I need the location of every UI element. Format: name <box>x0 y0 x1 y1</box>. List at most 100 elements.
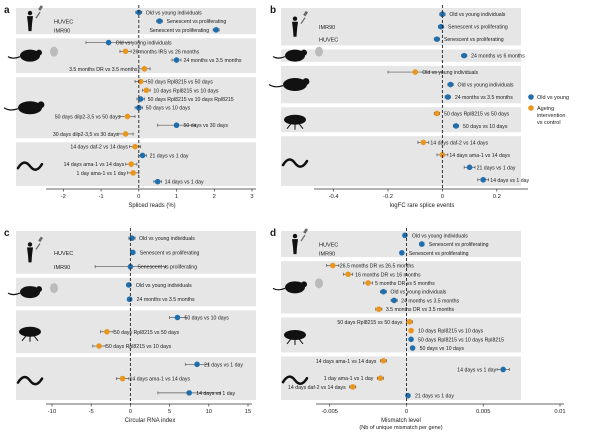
pipette-icon <box>35 236 44 250</box>
data-point <box>154 178 161 185</box>
data-label: 14 days daf-2 vs 14 days <box>430 140 488 146</box>
data-label: Senescent vs proliferating <box>448 25 508 31</box>
pipette-icon <box>35 5 44 19</box>
data-label: Old vs young individuals <box>412 233 468 239</box>
x-tick-label: 10 <box>206 409 212 415</box>
cell-line-label: HUVEC <box>54 251 73 257</box>
data-point <box>406 319 413 325</box>
mouse-head-icon <box>36 49 42 56</box>
rat-tail-icon <box>3 107 19 111</box>
data-label: 26 months IRS vs 26 months <box>133 49 200 55</box>
x-tick-label: -0.2 <box>383 194 393 200</box>
data-label: 50 days vs 10 days <box>420 346 465 352</box>
data-label: 21 days vs 1 day <box>477 165 516 171</box>
data-label: 50 days Rpl8215 vs 50 days <box>337 320 403 326</box>
data-label: 50 days Rpl8215 vs 50 days <box>444 111 510 117</box>
data-point <box>186 390 192 396</box>
human-body-icon <box>292 239 298 255</box>
data-point <box>213 27 219 33</box>
x-tick-label: -0.005 <box>321 409 337 415</box>
pipette-icon <box>300 228 309 242</box>
data-point <box>438 23 444 30</box>
data-point <box>143 87 150 94</box>
data-point <box>128 161 135 167</box>
human-body-icon <box>27 247 33 263</box>
panel-letter: c <box>4 228 10 239</box>
data-point <box>376 306 382 312</box>
data-point <box>445 94 451 100</box>
fly-legs-icon <box>286 123 304 130</box>
data-label: Senescent vs proliferating <box>137 265 197 271</box>
mouse-tail-icon <box>272 287 286 291</box>
x-tick-label: 3 <box>250 194 253 200</box>
data-label: Old vs young individuals <box>458 83 514 89</box>
fly-body-icon <box>284 329 306 340</box>
data-point <box>329 262 336 269</box>
mouse-tail-icon <box>7 292 21 296</box>
data-label: Old vs young individuals <box>136 283 192 289</box>
x-tick-label: 0.01 <box>554 409 565 415</box>
data-label: 14 days ama-1 vs 14 days <box>64 162 125 168</box>
human-head-icon <box>292 233 298 239</box>
data-point <box>439 11 446 18</box>
data-point <box>174 314 181 321</box>
data-point <box>141 65 148 72</box>
data-point <box>137 96 144 102</box>
data-point <box>466 164 473 171</box>
x-tick-label: 15 <box>245 409 251 415</box>
mouse-body-icon <box>285 281 305 294</box>
data-label: 50 days Rpl8215 vs 10 days Rpl8215 <box>148 97 234 103</box>
panel-letter: d <box>270 228 276 239</box>
data-label: 50 days vs 10 days <box>184 316 229 322</box>
data-point <box>124 113 131 120</box>
cell-line-label: IMR90 <box>54 265 70 271</box>
data-label: 14 days vs 1 day <box>196 391 235 397</box>
kidney-icon <box>315 46 323 57</box>
panel-letter: b <box>270 5 276 16</box>
data-point <box>130 170 136 176</box>
group-band <box>281 107 521 133</box>
kidney-icon <box>50 46 58 57</box>
mouse-tail-icon <box>272 56 286 59</box>
data-point <box>453 123 459 129</box>
data-point <box>380 288 387 295</box>
panel-letter: a <box>4 5 10 16</box>
data-label: 50 days dilp2-3,5 vs 50 days <box>55 114 121 120</box>
data-point <box>122 48 129 55</box>
legend-label: intervention <box>537 113 565 119</box>
kidney-icon <box>315 278 323 289</box>
x-tick-label: 0.2 <box>493 194 501 200</box>
fly-legs-icon <box>21 335 39 342</box>
x-tick-label: -1 <box>98 194 103 200</box>
data-point <box>380 357 387 364</box>
data-point <box>127 263 134 270</box>
x-tick-label: 1 <box>175 194 178 200</box>
data-label: 10 days Rpl8215 vs 10 days <box>418 329 484 335</box>
x-tick-label: 5 <box>168 409 171 415</box>
worm-icon <box>281 158 309 168</box>
cell-line-label: HUVEC <box>319 243 338 249</box>
data-label: Senescent vs proliferating <box>429 242 489 248</box>
x-axis-title: Spliced reads (%) <box>128 203 175 209</box>
pipette-icon <box>300 10 309 25</box>
data-label: Old vs young individuals <box>116 41 172 47</box>
rat-body-icon <box>18 101 42 115</box>
x-axis-subtitle: (Nb of unique mismatch per gene) <box>359 425 442 431</box>
worm-icon <box>281 375 309 385</box>
x-tick-label: -5 <box>89 409 94 415</box>
data-label: 14 days ama-1 vs 14 days <box>449 153 510 159</box>
data-label: 14 days ama-1 vs 14 days <box>316 359 377 365</box>
legend-label: Ageing <box>537 106 554 112</box>
data-point <box>132 143 138 150</box>
data-label: 50 days Rpl8215 vs 10 days <box>106 344 172 350</box>
data-point <box>119 375 126 382</box>
kidney-icon <box>50 283 58 294</box>
mouse-tail-icon <box>7 56 21 59</box>
rat-head-icon <box>37 101 45 109</box>
data-label: 24 months vs 3.5 months <box>455 95 513 101</box>
data-point <box>399 250 405 256</box>
data-label: Old vs young individuals <box>146 10 202 16</box>
data-point <box>377 375 384 381</box>
panel-b: b IMR90 HUVEC Old vs young individuals Senes… <box>268 5 530 209</box>
